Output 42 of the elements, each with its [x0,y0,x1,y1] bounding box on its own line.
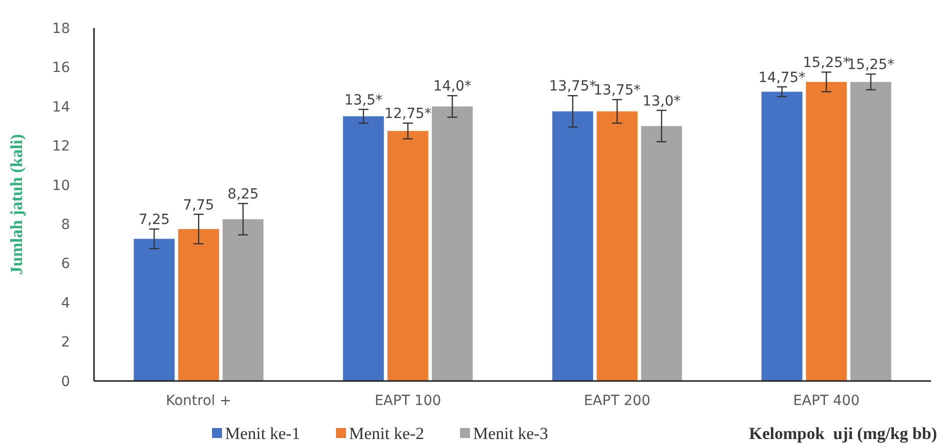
y-tick-label: 4 [61,295,70,312]
x-tick-label: EAPT 100 [374,393,442,409]
x-tick-label: EAPT 200 [584,393,650,409]
legend-label: Menit ke-2 [349,424,424,443]
bar [343,116,384,381]
bar [762,92,802,381]
bar [806,82,847,381]
bar [641,126,682,381]
bar [222,219,264,381]
x-axis-title: Kelompok uji (mg/kg bb) [749,424,937,443]
legend-label: Menit ke-1 [225,424,300,443]
data-label: 12,75* [384,106,432,122]
bar [596,111,638,381]
bar [387,130,428,381]
bar [134,238,175,381]
x-tick-label: EAPT 400 [793,393,860,409]
legend-label: Menit ke-3 [473,424,548,443]
data-label: 8,25 [227,186,259,203]
bar [850,82,892,381]
x-tick-label: Kontrol + [166,393,232,409]
y-tick-label: 0 [61,374,70,390]
y-tick-label: 10 [52,178,70,194]
data-label: 13,75* [594,82,641,99]
data-label: 15,25* [802,55,850,72]
data-label: 13,5* [344,92,383,108]
bar [178,229,220,381]
data-label: 14,75* [758,70,806,86]
y-tick-label: 14 [52,99,70,116]
y-tick-label: 2 [61,334,70,351]
y-tick-label: 12 [52,138,70,155]
bar [552,111,594,381]
data-label: 13,0* [642,93,681,110]
y-axis-title: Jumlah jatuh (kali) [7,134,26,275]
data-label: 7,25 [138,212,170,228]
data-label: 13,75* [549,78,596,95]
y-tick-label: 8 [61,217,70,234]
data-label: 7,75 [183,197,214,214]
data-label: 14,0* [433,78,472,95]
y-tick-label: 6 [61,256,70,272]
y-tick-label: 16 [52,60,70,76]
y-tick-label: 18 [52,20,70,37]
bar [432,106,473,381]
